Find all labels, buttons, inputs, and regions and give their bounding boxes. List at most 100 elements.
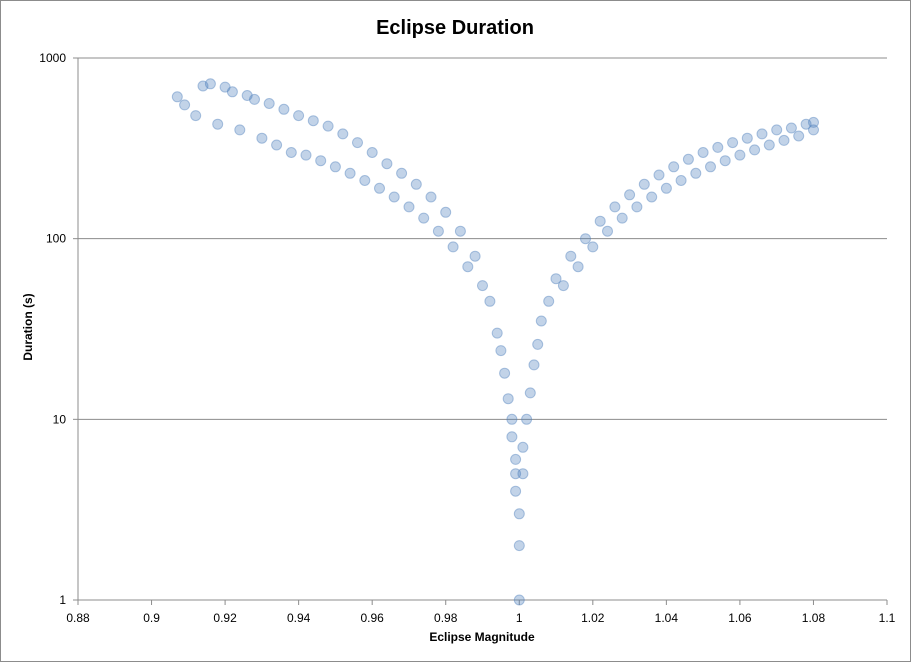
data-point bbox=[572, 261, 584, 273]
data-point bbox=[690, 167, 702, 179]
data-point bbox=[808, 116, 819, 128]
data-point bbox=[374, 182, 385, 194]
data-point bbox=[543, 295, 555, 307]
data-point bbox=[234, 124, 246, 136]
gridlines bbox=[78, 57, 887, 420]
data-point bbox=[491, 327, 503, 339]
data-point bbox=[557, 280, 569, 292]
data-point bbox=[469, 250, 481, 262]
data-point bbox=[741, 132, 753, 144]
data-point bbox=[447, 241, 459, 253]
data-point bbox=[800, 118, 812, 130]
data-point bbox=[256, 132, 268, 144]
data-point bbox=[712, 141, 724, 153]
data-point bbox=[616, 212, 628, 224]
data-point bbox=[300, 149, 312, 161]
x-tick-label: 1.08 bbox=[802, 611, 826, 625]
data-point bbox=[521, 413, 533, 425]
data-point bbox=[517, 441, 529, 453]
data-point bbox=[241, 90, 253, 101]
data-point bbox=[271, 139, 283, 151]
data-point bbox=[396, 167, 408, 179]
data-point bbox=[263, 98, 275, 109]
data-point bbox=[171, 91, 183, 103]
data-point bbox=[366, 147, 378, 158]
data-point bbox=[513, 594, 525, 606]
x-tick-label: 0.94 bbox=[287, 611, 311, 625]
data-point bbox=[226, 86, 238, 98]
data-point bbox=[510, 485, 522, 497]
data-point bbox=[631, 201, 643, 213]
data-point bbox=[763, 139, 775, 151]
data-point bbox=[315, 155, 327, 167]
data-point bbox=[550, 273, 562, 285]
axes bbox=[73, 57, 888, 605]
chart-title: Eclipse Duration bbox=[376, 17, 534, 39]
data-point bbox=[179, 99, 191, 111]
x-tick-label: 0.92 bbox=[213, 611, 237, 625]
data-point bbox=[495, 345, 507, 357]
data-point bbox=[510, 468, 522, 480]
y-tick-label: 10 bbox=[53, 412, 67, 426]
data-point bbox=[719, 155, 731, 167]
x-axis-title: Eclipse Magnitude bbox=[429, 630, 535, 644]
data-point bbox=[808, 124, 819, 136]
data-points bbox=[171, 78, 819, 606]
data-point bbox=[410, 178, 422, 190]
data-point bbox=[727, 137, 739, 149]
data-point bbox=[668, 161, 680, 173]
data-point bbox=[278, 103, 290, 115]
data-point bbox=[646, 191, 658, 203]
data-point bbox=[653, 169, 665, 181]
data-point bbox=[285, 147, 297, 158]
data-point bbox=[337, 128, 349, 140]
data-point bbox=[609, 201, 621, 213]
data-point bbox=[432, 225, 444, 237]
data-point bbox=[510, 453, 522, 465]
data-point bbox=[517, 468, 529, 480]
data-point bbox=[594, 215, 606, 227]
data-point bbox=[388, 191, 400, 203]
data-point bbox=[359, 175, 371, 186]
data-point bbox=[249, 93, 260, 105]
data-point bbox=[322, 120, 334, 132]
data-point bbox=[440, 206, 452, 218]
data-point bbox=[219, 81, 231, 93]
data-point bbox=[587, 241, 599, 253]
y-tick-label: 1000 bbox=[39, 51, 66, 65]
data-point bbox=[638, 178, 650, 190]
data-point bbox=[418, 212, 430, 224]
y-tick-label: 1 bbox=[59, 593, 66, 607]
data-point bbox=[624, 189, 636, 201]
data-point bbox=[502, 393, 514, 405]
data-point bbox=[565, 250, 577, 262]
y-tick-label: 100 bbox=[46, 232, 66, 246]
data-point bbox=[705, 161, 716, 173]
x-tick-label: 0.96 bbox=[361, 611, 385, 625]
data-point bbox=[293, 110, 305, 122]
data-point bbox=[425, 191, 437, 203]
data-point bbox=[506, 431, 518, 443]
data-point bbox=[528, 359, 540, 371]
x-tick-label: 1.06 bbox=[728, 611, 752, 625]
tick-labels: 1 10 100 1000 0.88 0.9 0.92 0.94 0.96 0.98 1 1.02 1.… bbox=[39, 51, 895, 625]
data-point bbox=[535, 315, 547, 327]
data-point bbox=[771, 124, 783, 136]
data-point bbox=[499, 367, 511, 379]
data-point bbox=[204, 78, 216, 90]
data-point bbox=[352, 137, 363, 149]
x-tick-label: 1.1 bbox=[879, 611, 896, 625]
x-tick-label: 0.9 bbox=[143, 611, 160, 625]
data-point bbox=[462, 261, 474, 273]
data-point bbox=[682, 153, 694, 165]
data-point bbox=[197, 80, 209, 92]
data-point bbox=[212, 118, 224, 130]
data-point bbox=[484, 295, 496, 307]
data-point bbox=[778, 134, 790, 146]
data-point bbox=[660, 182, 672, 194]
data-point bbox=[329, 161, 341, 173]
x-tick-label: 1 bbox=[516, 611, 523, 625]
x-tick-label: 0.98 bbox=[434, 611, 458, 625]
